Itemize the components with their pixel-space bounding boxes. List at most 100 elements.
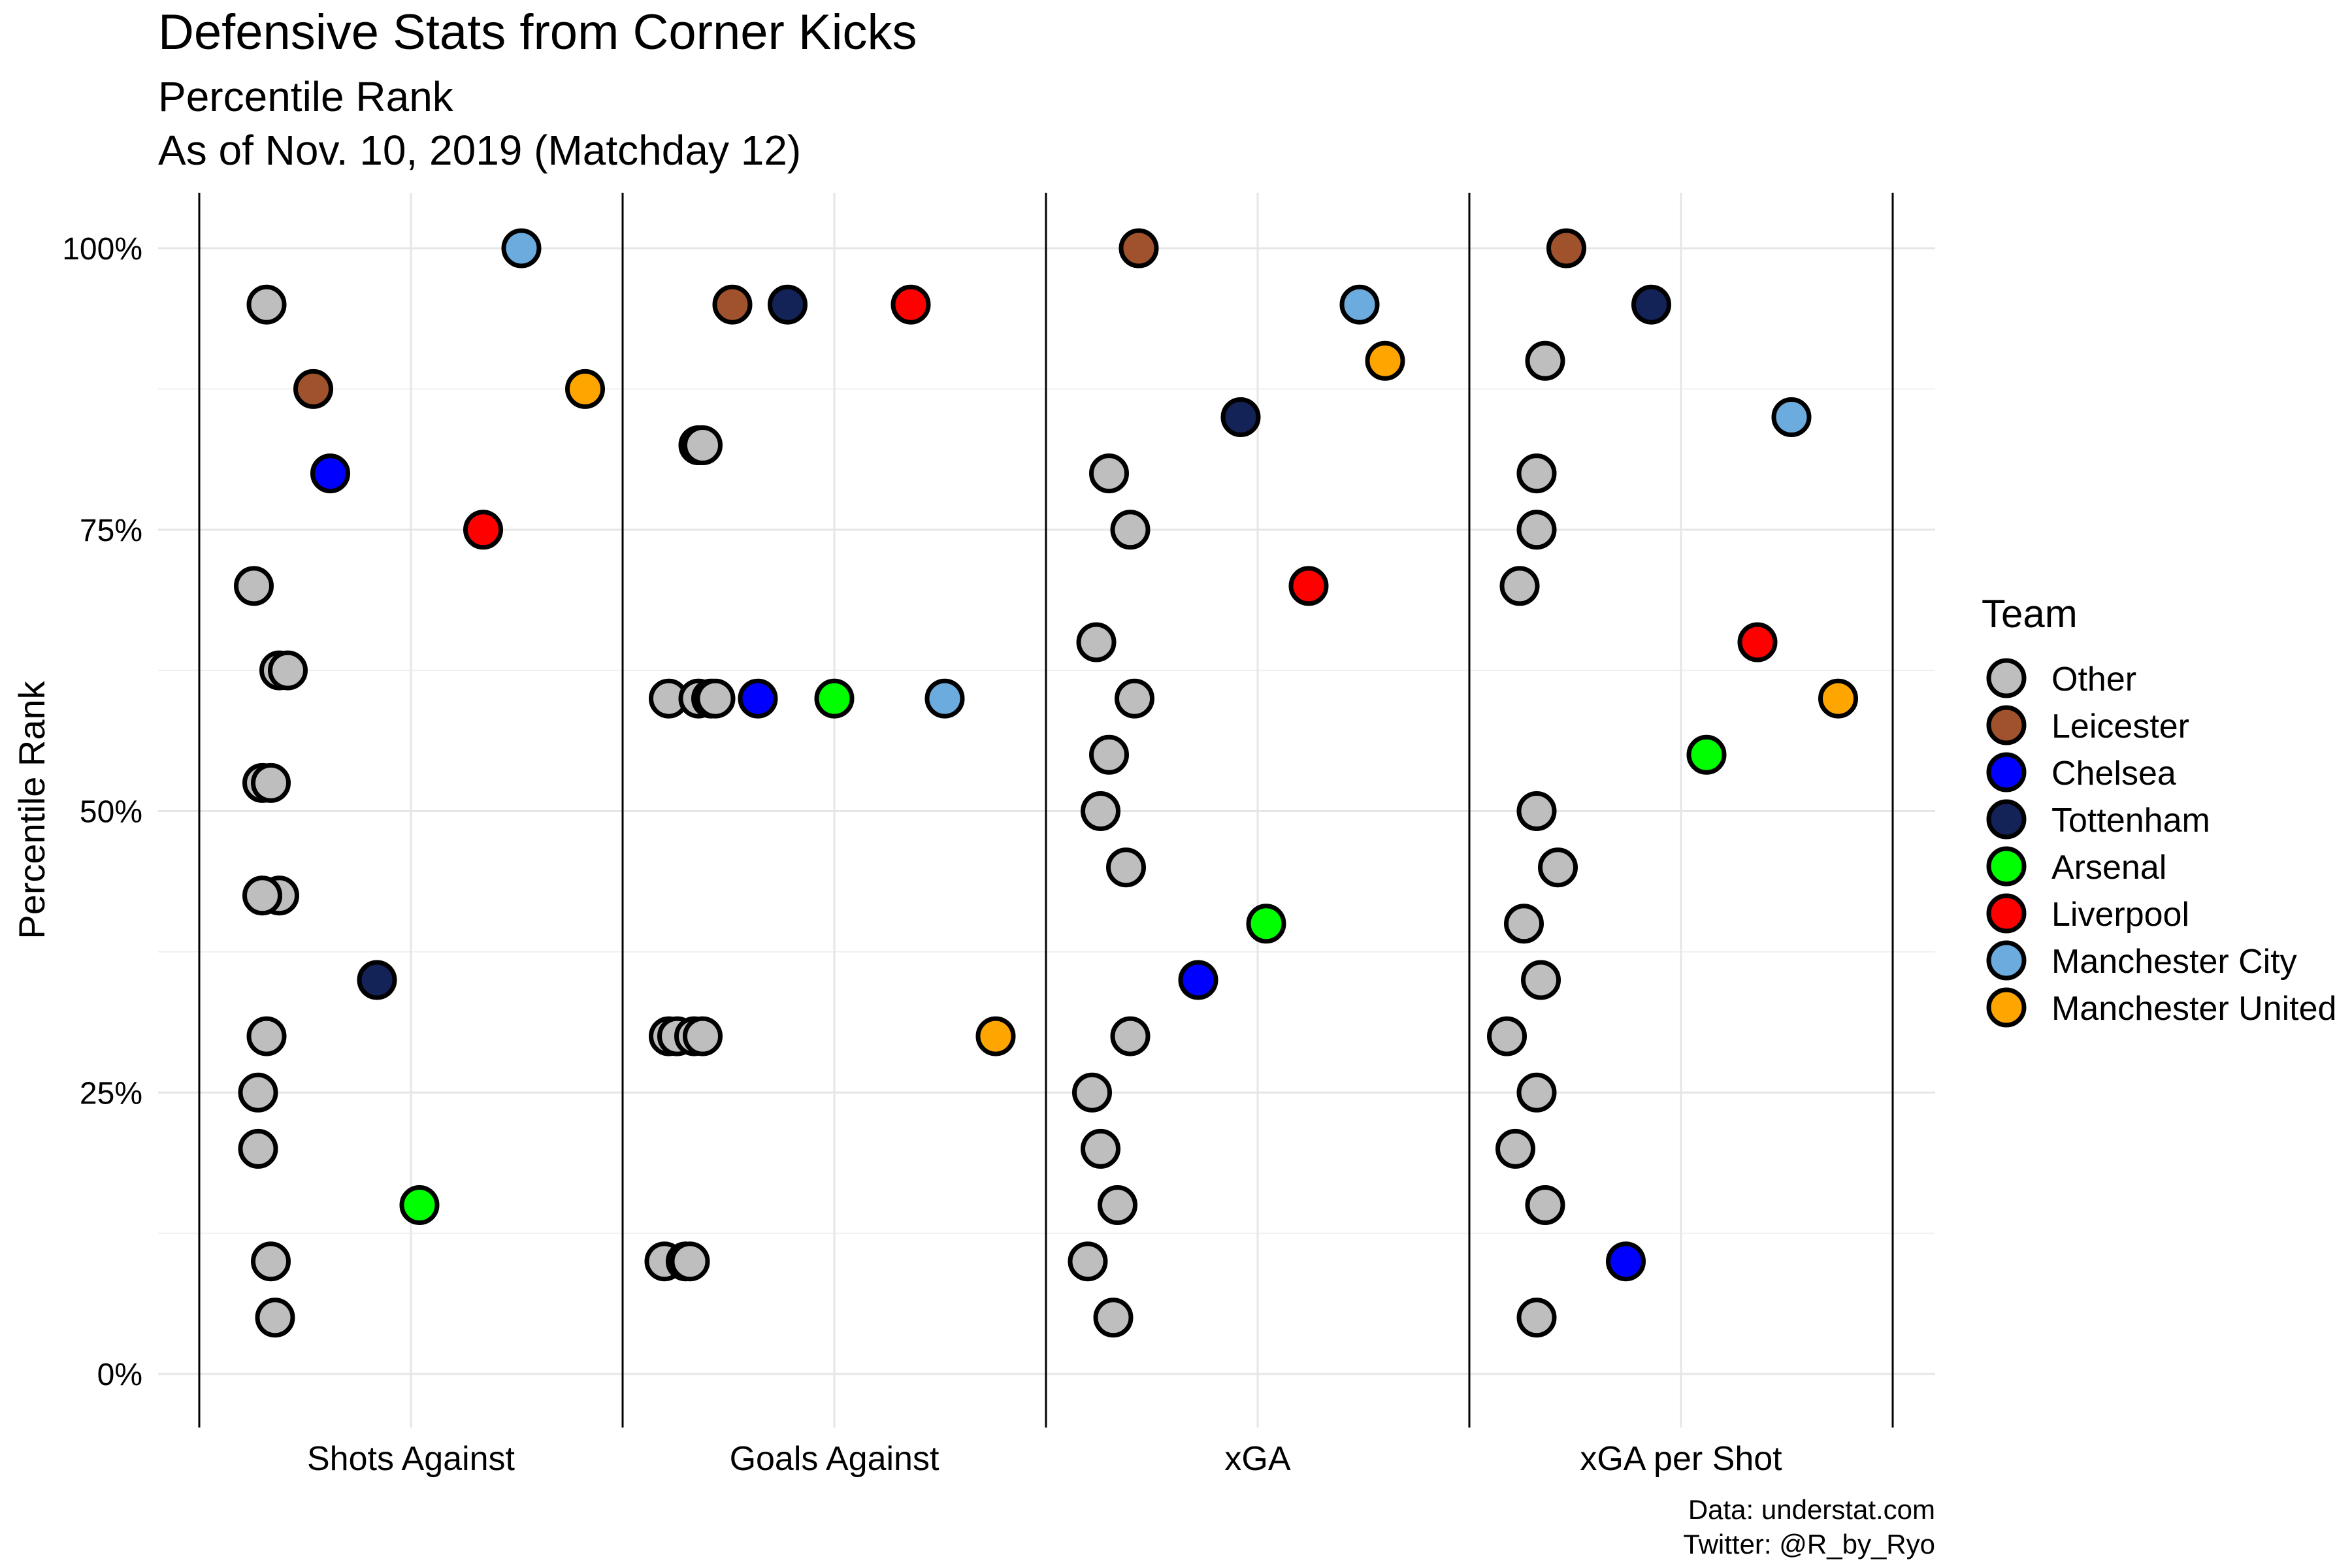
- data-point: [1606, 1241, 1646, 1282]
- data-point: [738, 678, 778, 719]
- data-point: [768, 284, 808, 325]
- data-point: [975, 1016, 1016, 1056]
- data-point: [1178, 960, 1218, 1000]
- chart-subtitle-2: As of Nov. 10, 2019 (Matchday 12): [158, 127, 801, 174]
- data-point: [238, 1128, 278, 1169]
- y-tick-label: 100%: [62, 232, 142, 267]
- data-point: [1525, 340, 1565, 381]
- data-points: [234, 228, 1858, 1338]
- data-point: [251, 762, 291, 803]
- x-tick-label: xGA per Shot: [1580, 1440, 1782, 1478]
- data-point: [1487, 1016, 1527, 1056]
- data-point: [1516, 1072, 1557, 1113]
- data-point: [1516, 791, 1557, 831]
- x-tick-label: Goals Against: [730, 1440, 939, 1478]
- legend-entries: Other Leicester Chelsea Tottenham Arsenal Liv…: [1986, 658, 2336, 1028]
- data-point: [238, 1072, 278, 1113]
- legend-key: [1986, 752, 2027, 792]
- x-axis-category-labels: Shots Against Goals Against xGA xGA per Sho…: [307, 1440, 1782, 1478]
- data-point: [399, 1185, 440, 1225]
- y-tick-label: 50%: [80, 795, 142, 830]
- data-point: [814, 678, 855, 719]
- data-point: [242, 875, 282, 916]
- data-point: [670, 1241, 710, 1282]
- x-tick-label: Shots Against: [307, 1440, 515, 1478]
- data-point: [1339, 284, 1380, 325]
- x-tick-label: xGA: [1224, 1440, 1290, 1478]
- data-point: [234, 566, 274, 606]
- facet-dividers: [198, 193, 1894, 1428]
- data-point: [1516, 510, 1557, 550]
- data-point: [1495, 1128, 1535, 1169]
- data-point: [1365, 340, 1405, 381]
- legend-key: [1986, 799, 2027, 840]
- data-point: [255, 1298, 295, 1338]
- data-point: [1288, 566, 1329, 606]
- caption-twitter: Twitter: @R_by_Ryo: [1683, 1529, 1935, 1560]
- data-point: [1246, 904, 1286, 944]
- data-point: [1072, 1072, 1112, 1113]
- data-point: [463, 510, 503, 550]
- legend-label: Chelsea: [2051, 755, 2176, 792]
- caption-source: Data: understat.com: [1688, 1494, 1935, 1525]
- data-point: [1068, 1241, 1108, 1282]
- legend-label: Other: [2051, 661, 2136, 698]
- y-tick-label: 0%: [97, 1358, 142, 1392]
- y-axis-label: Percentile Rank: [11, 680, 52, 939]
- data-point: [1516, 1298, 1557, 1338]
- legend-key: [1986, 658, 2027, 698]
- data-point: [251, 1241, 291, 1282]
- data-point: [1089, 734, 1129, 775]
- data-point: [1818, 678, 1858, 719]
- data-point: [268, 650, 308, 691]
- legend: Team Other Leicester Chelsea Tottenham Arsen…: [1982, 592, 2336, 1028]
- data-point: [1098, 1185, 1137, 1225]
- data-point: [565, 368, 605, 409]
- data-point: [1631, 284, 1671, 325]
- data-point: [246, 1016, 287, 1056]
- data-point: [1525, 1185, 1565, 1225]
- data-point: [1546, 228, 1586, 269]
- data-point: [1076, 622, 1117, 662]
- legend-key: [1986, 893, 2027, 934]
- legend-key: [1986, 987, 2027, 1028]
- data-point: [683, 1016, 723, 1056]
- legend-key: [1986, 705, 2027, 745]
- data-point: [1516, 453, 1557, 494]
- data-point: [1081, 1128, 1120, 1169]
- data-point: [1737, 622, 1778, 662]
- data-point: [712, 284, 753, 325]
- legend-label: Leicester: [2051, 708, 2189, 745]
- data-point: [1686, 734, 1727, 775]
- data-point: [1093, 1298, 1134, 1338]
- data-point: [890, 284, 931, 325]
- data-point: [1521, 960, 1561, 1000]
- y-axis-ticks: 0% 25% 50% 75% 100%: [62, 232, 142, 1392]
- data-point: [1115, 678, 1154, 719]
- legend-label: Tottenham: [2051, 802, 2210, 840]
- data-point: [246, 284, 287, 325]
- data-point: [924, 678, 965, 719]
- data-point: [695, 678, 736, 719]
- data-point: [1504, 904, 1544, 944]
- legend-key: [1986, 846, 2027, 887]
- data-point: [1110, 510, 1151, 550]
- legend-title: Team: [1982, 592, 2078, 636]
- data-point: [1081, 791, 1120, 831]
- legend-key: [1986, 940, 2027, 981]
- data-point: [501, 228, 542, 269]
- data-point: [1220, 397, 1261, 437]
- data-point: [1499, 566, 1540, 606]
- data-point: [1771, 397, 1812, 437]
- data-point: [310, 453, 350, 494]
- data-point: [1106, 847, 1146, 888]
- legend-label: Manchester United: [2051, 990, 2336, 1028]
- chart-subtitle-1: Percentile Rank: [158, 73, 454, 120]
- data-point: [1538, 847, 1578, 888]
- y-tick-label: 75%: [80, 514, 142, 548]
- data-point: [683, 425, 723, 465]
- y-tick-label: 25%: [80, 1076, 142, 1111]
- chart-title: Defensive Stats from Corner Kicks: [158, 5, 917, 60]
